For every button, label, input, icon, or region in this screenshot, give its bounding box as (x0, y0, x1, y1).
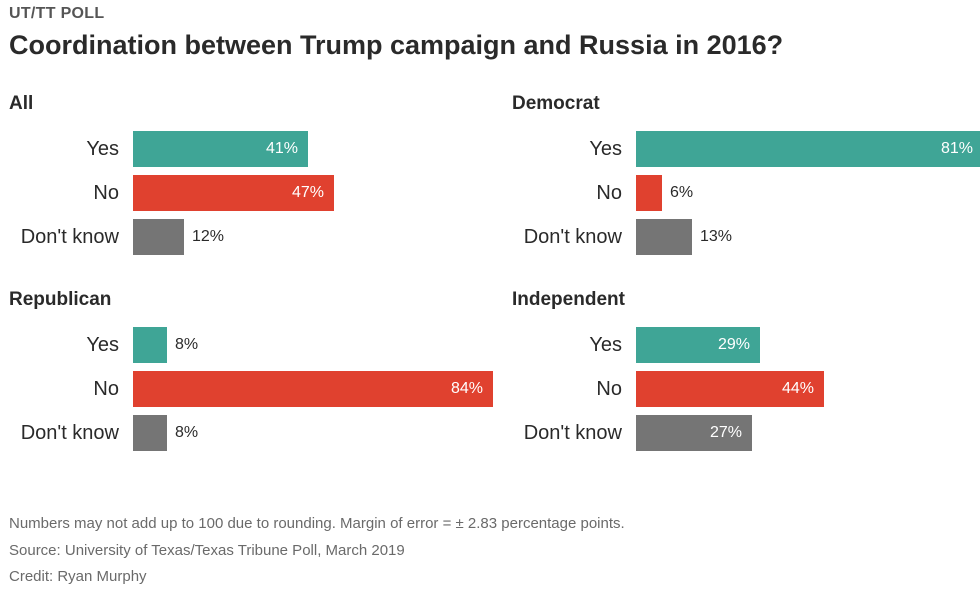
bar-no (636, 371, 824, 407)
bar-no (636, 175, 662, 211)
category-label: Yes (86, 334, 119, 356)
category-label: No (596, 182, 622, 204)
panel-title: All (9, 93, 34, 114)
value-label: 27% (709, 424, 742, 441)
category-label: No (93, 182, 119, 204)
category-label: Don't know (20, 226, 119, 248)
bar-don-t-know (133, 219, 184, 255)
value-label: 81% (940, 140, 973, 157)
category-label: Yes (589, 334, 622, 356)
bar-row-no: No 47% (9, 175, 479, 211)
panel-title: Democrat (512, 93, 600, 114)
bar-row-yes: Yes 8% (9, 327, 479, 363)
value-label: 84% (450, 380, 483, 397)
bar-row-yes: Yes 81% (512, 131, 980, 167)
value-label: 29% (717, 336, 750, 353)
bar-don-t-know (636, 415, 752, 451)
value-label: 44% (781, 380, 814, 397)
panel-democrat: Democrat Yes 81% No 6% Don't know 13% (512, 93, 980, 263)
value-label: 8% (175, 424, 199, 441)
value-label: 6% (670, 184, 694, 201)
bar-don-t-know (636, 219, 692, 255)
bar-no (133, 175, 334, 211)
chart-kicker: UT/TT POLL (9, 5, 105, 22)
bar-row-no: No 44% (512, 371, 980, 407)
bar-no (133, 371, 493, 407)
bar-row-no: No 6% (512, 175, 980, 211)
panel-republican: Republican Yes 8% No 84% Don't know 8% (9, 289, 493, 459)
bar-row-yes: Yes 41% (9, 131, 479, 167)
footer-credit: Credit: Ryan Murphy (9, 568, 147, 585)
category-label: No (596, 378, 622, 400)
bar-don-t-know (133, 415, 167, 451)
bar-row-don-t-know: Don't know 12% (9, 219, 479, 255)
chart-title: Coordination between Trump campaign and … (9, 30, 784, 60)
bar-row-no: No 84% (9, 371, 493, 407)
category-label: Don't know (523, 422, 622, 444)
category-label: Yes (589, 138, 622, 160)
bar-row-don-t-know: Don't know 27% (512, 415, 980, 451)
category-label: No (93, 378, 119, 400)
bar-row-yes: Yes 29% (512, 327, 980, 363)
value-label: 12% (192, 228, 225, 245)
category-label: Don't know (20, 422, 119, 444)
bar-yes (636, 131, 980, 167)
panel-title: Republican (9, 289, 112, 310)
panel-title: Independent (512, 289, 625, 310)
category-label: Don't know (523, 226, 622, 248)
bar-yes (133, 327, 167, 363)
bar-yes (636, 327, 760, 363)
category-label: Yes (86, 138, 119, 160)
panel-independent: Independent Yes 29% No 44% Don't know 27% (512, 289, 980, 459)
value-label: 47% (291, 184, 324, 201)
panel-all: All Yes 41% No 47% Don't know 12% (9, 93, 479, 263)
value-label: 13% (700, 228, 733, 245)
footer-source: Source: University of Texas/Texas Tribun… (9, 542, 405, 559)
footer-note: Numbers may not add up to 100 due to rou… (9, 515, 625, 532)
bar-row-don-t-know: Don't know 13% (512, 219, 980, 255)
value-label: 41% (265, 140, 298, 157)
value-label: 8% (175, 336, 199, 353)
bar-row-don-t-know: Don't know 8% (9, 415, 479, 451)
bar-yes (133, 131, 308, 167)
